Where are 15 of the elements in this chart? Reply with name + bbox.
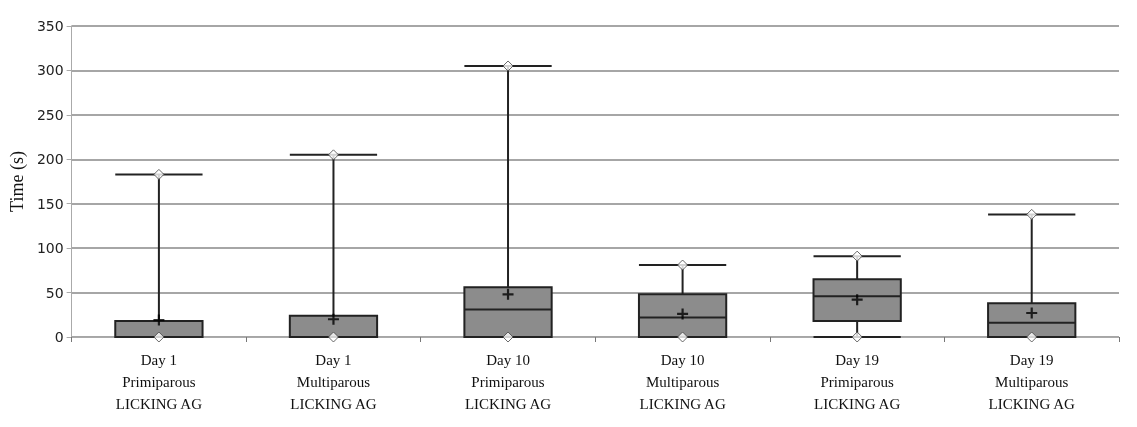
y-tick-label: 150: [36, 195, 64, 212]
y-tick-label: 250: [36, 106, 64, 123]
x-tick-label: Day 19 Multiparous LICKING AG: [988, 352, 1075, 412]
y-tick-label: 50: [45, 284, 64, 301]
y-tick-label: 300: [36, 62, 64, 79]
x-tick-label: Day 10 Multiparous LICKING AG: [639, 352, 726, 412]
y-tick-label: 100: [36, 240, 64, 257]
x-tick-label: Day 19 Primiparous LICKING AG: [814, 352, 901, 412]
y-tick-label: 350: [36, 18, 64, 34]
x-tick-label: Day 1 Primiparous LICKING AG: [115, 352, 203, 412]
y-axis-title: Time (s): [7, 151, 28, 212]
x-tick-label: Day 10 Primiparous LICKING AG: [464, 352, 552, 412]
y-tick-label: 200: [36, 151, 64, 168]
x-tick-label: Day 1 Multiparous LICKING AG: [290, 352, 377, 412]
y-tick-label: 0: [54, 329, 64, 345]
